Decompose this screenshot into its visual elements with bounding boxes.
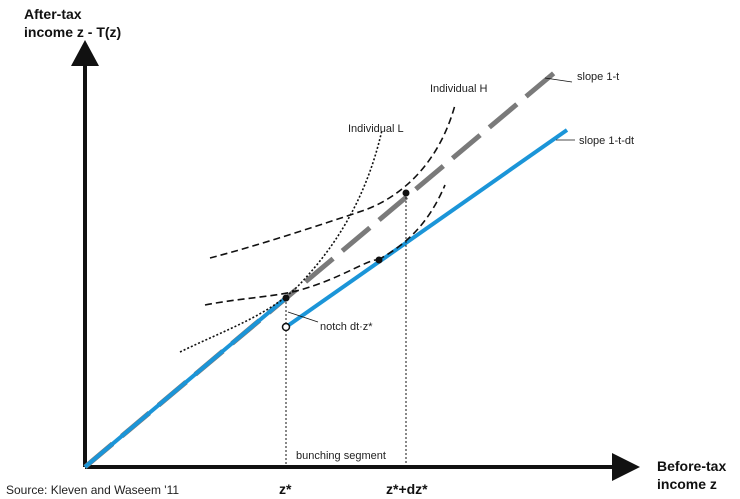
budget-line-lower-bracket xyxy=(83,296,288,469)
x-axis-label-line1: Before-tax xyxy=(657,458,726,474)
z-star-label: z* xyxy=(279,481,292,497)
y-axis-label-line2: income z - T(z) xyxy=(24,24,121,40)
y-axis-label-line1: After-tax xyxy=(24,6,82,22)
notch-point xyxy=(281,322,291,332)
tangency-point-h-upper xyxy=(402,189,410,197)
x-axis-label-line2: income z xyxy=(657,476,717,492)
bunching-segment-label: bunching segment xyxy=(296,450,386,462)
notch-leader xyxy=(287,311,319,323)
notch-label: notch dt·z* xyxy=(320,321,373,333)
individual-l-label: Individual L xyxy=(348,123,404,135)
individual-l-tangent-curve xyxy=(204,259,379,306)
source-note: Source: Kleven and Waseem '11 xyxy=(6,483,179,497)
tangency-point-h-lower xyxy=(375,256,383,264)
individual-h-label: Individual H xyxy=(430,83,488,95)
slope-upper-leader xyxy=(544,77,573,83)
y-axis-arrow xyxy=(71,40,99,66)
budget-line-upper-bracket xyxy=(284,128,569,329)
individual-h-curve xyxy=(209,104,456,259)
individual-h-lower-curve xyxy=(377,184,446,261)
individual-l-curve xyxy=(179,129,383,353)
z-star-dz-label: z*+dz* xyxy=(386,481,428,497)
tangency-point-l xyxy=(282,294,290,302)
slope-lower-label: slope 1-t-dt xyxy=(579,135,634,147)
slope-upper-label: slope 1-t xyxy=(577,71,619,83)
x-axis-arrow xyxy=(612,453,640,481)
